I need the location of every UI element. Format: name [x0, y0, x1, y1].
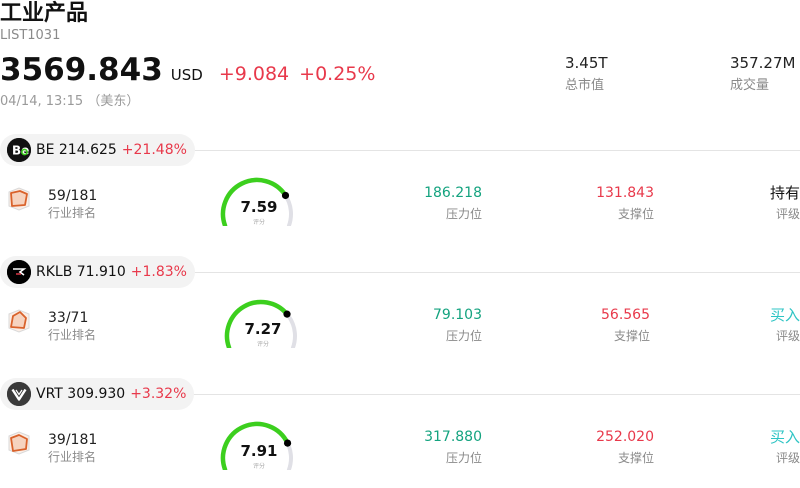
divider [190, 394, 800, 395]
currency-label: USD [170, 66, 203, 84]
support-label: 支撑位 [617, 451, 654, 465]
sector-code: LIST1031 [0, 28, 61, 43]
rating: 持有 评级 [770, 184, 800, 221]
stock-card-vrt[interactable]: VRT 309.930 +3.32% 39/181 行业排名 7.91 评分 3… [0, 376, 800, 488]
resistance-value: 186.218 [424, 185, 482, 201]
resistance-metric: 317.880 压力位 [362, 428, 482, 465]
sector-price: 3569.843 [0, 52, 163, 88]
stock-pill-rklb[interactable]: RKLB 71.910 +1.83% [0, 256, 195, 288]
rating: 买入 评级 [770, 306, 800, 343]
rank-radar-icon [6, 186, 32, 212]
ticker-price: RKLB 71.910 [36, 264, 126, 280]
ticker-price: VRT 309.930 [36, 386, 126, 402]
score-label: 评分 [256, 341, 269, 348]
support-label: 支撑位 [613, 329, 650, 343]
score-value: 7.27 [244, 320, 282, 338]
score-label: 评分 [252, 463, 265, 470]
ticker-change-pct: +1.83% [130, 264, 187, 280]
industry-rank-label: 行业排名 [48, 328, 97, 342]
market-cap-stat: 3.45T 总市值 [565, 53, 608, 94]
market-cap-label: 总市值 [565, 78, 605, 93]
industry-rank: 59/181 [48, 188, 98, 204]
resistance-metric: 79.103 压力位 [362, 306, 482, 343]
stock-card-be[interactable]: Be BE 214.625 +21.48% 59/181 行业排名 7.59 评… [0, 132, 800, 254]
rating: 买入 评级 [770, 428, 800, 465]
resistance-value: 79.103 [433, 307, 482, 323]
vrt-logo-icon [7, 382, 31, 406]
industry-rank: 39/181 [48, 432, 98, 448]
gauge-fill [224, 299, 290, 348]
score-label: 评分 [252, 219, 265, 226]
resistance-label: 压力位 [445, 329, 482, 343]
divider [190, 150, 800, 151]
support-metric: 131.843 支撑位 [534, 184, 654, 221]
support-metric: 56.565 支撑位 [530, 306, 650, 343]
score-gauge: 7.59 评分 [216, 176, 302, 226]
price-change: +9.084 [218, 63, 290, 85]
divider [190, 272, 800, 273]
industry-rank: 33/71 [48, 310, 89, 326]
quote-time: 04/14, 13:15 （美东） [0, 94, 140, 109]
support-value: 252.020 [596, 429, 654, 445]
resistance-value: 317.880 [424, 429, 482, 445]
industry-rank-label: 行业排名 [48, 206, 97, 220]
stock-card-rklb[interactable]: RKLB 71.910 +1.83% 33/71 行业排名 7.27 评分 79… [0, 254, 800, 376]
rating-label: 评级 [775, 451, 800, 465]
gauge-marker [283, 439, 292, 447]
volume-stat: 357.27M 成交量 [730, 53, 795, 94]
score-gauge: 7.91 评分 [216, 420, 302, 470]
ticker-change-pct: +3.32% [130, 386, 187, 402]
score-gauge: 7.27 评分 [220, 298, 306, 348]
rating-label: 评级 [775, 207, 800, 221]
rating-value: 持有 [769, 184, 800, 202]
price-row: 3569.843 USD +9.084 +0.25% [0, 52, 375, 92]
support-label: 支撑位 [617, 207, 654, 221]
resistance-label: 压力位 [445, 207, 482, 221]
rank-radar-icon [6, 430, 32, 456]
support-metric: 252.020 支撑位 [534, 428, 654, 465]
volume-value: 357.27M [730, 54, 796, 72]
gauge-marker [283, 310, 291, 318]
ticker-change-pct: +21.48% [121, 142, 187, 158]
rating-value: 买入 [769, 428, 800, 446]
stock-pill-be[interactable]: Be BE 214.625 +21.48% [0, 134, 195, 166]
volume-label: 成交量 [730, 78, 770, 93]
industry-rank-label: 行业排名 [48, 450, 97, 464]
market-cap-value: 3.45T [565, 54, 608, 72]
support-value: 56.565 [601, 307, 650, 323]
rating-label: 评级 [775, 329, 800, 343]
gauge-fill [220, 421, 290, 470]
gauge-fill [220, 177, 288, 226]
price-change-pct: +0.25% [299, 63, 376, 85]
ticker-price: BE 214.625 [36, 142, 117, 158]
score-value: 7.59 [240, 198, 278, 216]
rklb-logo-icon [7, 260, 31, 284]
resistance-label: 压力位 [445, 451, 482, 465]
resistance-metric: 186.218 压力位 [362, 184, 482, 221]
page-title: 工业产品 [0, 1, 89, 26]
rating-value: 买入 [769, 306, 800, 324]
score-value: 7.91 [240, 442, 278, 460]
rank-radar-icon [6, 308, 32, 334]
gauge-marker [281, 191, 290, 200]
be-logo-icon: Be [7, 138, 31, 162]
stock-pill-vrt[interactable]: VRT 309.930 +3.32% [0, 378, 195, 410]
support-value: 131.843 [596, 185, 654, 201]
